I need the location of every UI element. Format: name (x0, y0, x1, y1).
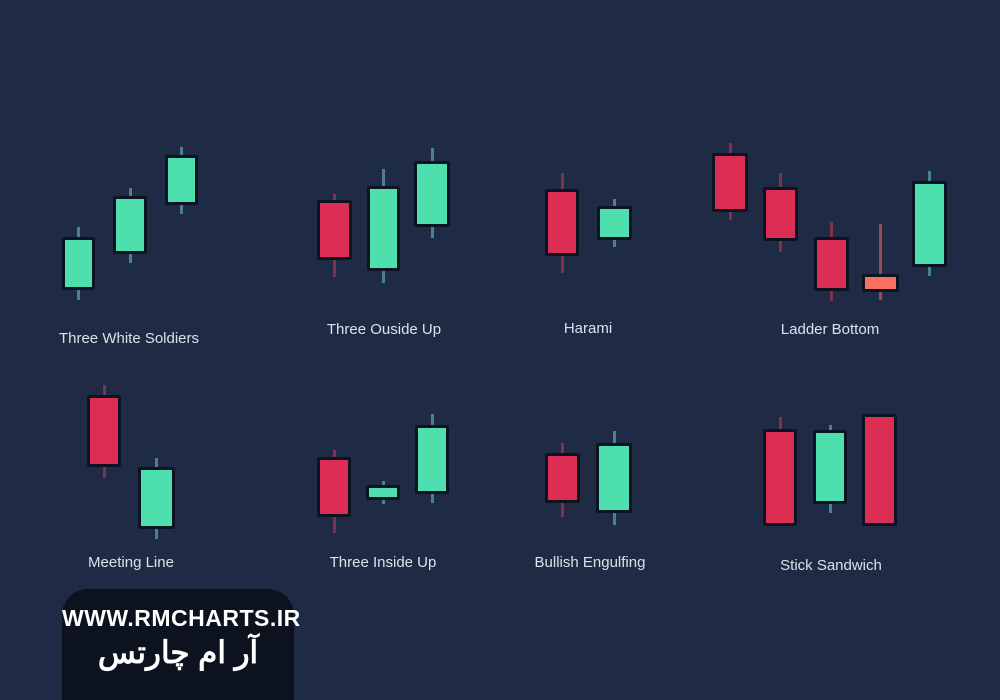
candle-body-bull (62, 237, 95, 290)
candle-body-bull (113, 196, 147, 254)
candle-body-bear (712, 153, 748, 212)
candle-body-bear (545, 189, 579, 256)
candle-body-bear (545, 453, 580, 503)
candle-body-bear (763, 187, 798, 241)
candle-body-bull (813, 430, 847, 504)
candle-body-bull (367, 186, 400, 271)
pattern-label: Three Ouside Up (326, 321, 442, 338)
candle-body-bear (317, 457, 351, 517)
candle-body-bear (814, 237, 849, 291)
candle-body-bull (596, 443, 632, 513)
website-url: WWW.RMCHARTS.IR (62, 605, 301, 631)
candle-body-bull (366, 485, 400, 500)
pattern-label: Harami (563, 320, 613, 337)
candle-body-bull (415, 425, 449, 494)
candle-body-weak_bear (862, 274, 899, 292)
candle-body-bull (912, 181, 947, 267)
brand-badge: WWW.RMCHARTS.IR آر ام چارتس (62, 589, 301, 700)
pattern-label: Three Inside Up (329, 554, 437, 571)
candle-body-bear (763, 429, 797, 526)
pattern-label: Bullish Engulfing (534, 554, 646, 571)
candle-body-bull (414, 161, 450, 227)
pattern-label: Ladder Bottom (780, 321, 880, 338)
pattern-label: Meeting Line (88, 554, 174, 571)
candle-body-bear (317, 200, 352, 260)
brand-name-persian: آر ام چارتس (97, 635, 259, 670)
candle-body-bull (165, 155, 198, 205)
candle-wick (879, 224, 882, 300)
candle-body-bear (862, 414, 897, 526)
candle-body-bear (87, 395, 121, 467)
pattern-label: Three White Soldiers (58, 330, 200, 347)
pattern-label: Stick Sandwich (780, 557, 882, 574)
candle-wick (778, 417, 782, 429)
candle-body-bull (138, 467, 175, 529)
candle-body-bull (597, 206, 632, 240)
